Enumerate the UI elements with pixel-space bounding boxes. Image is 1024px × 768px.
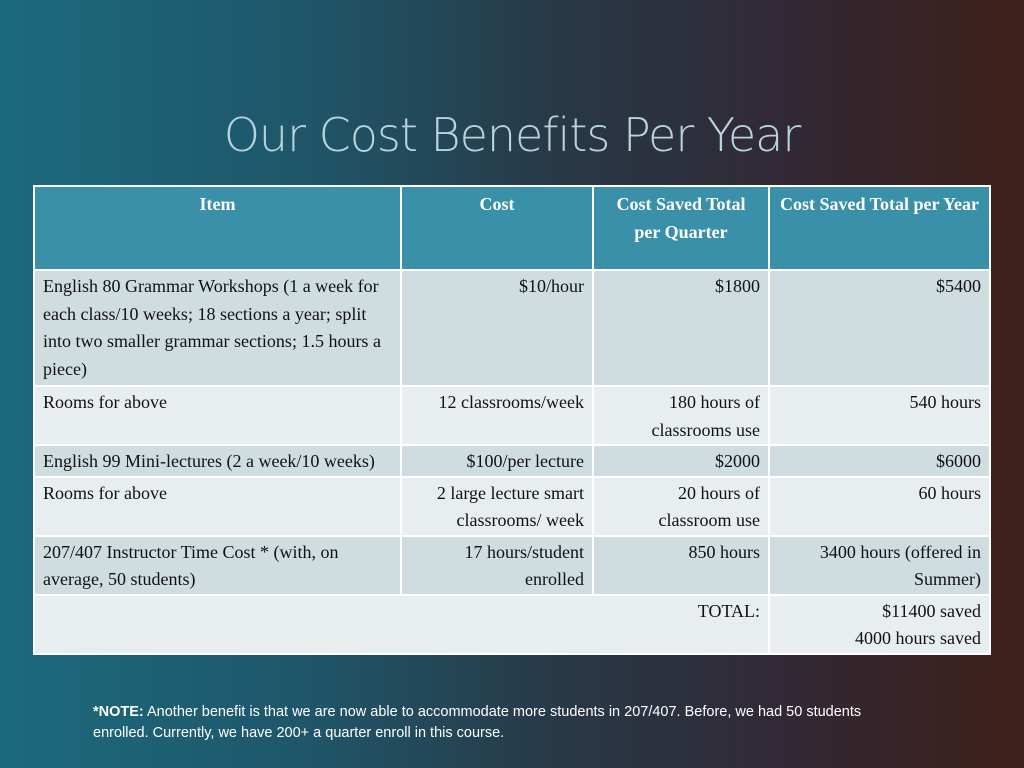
cell-year: $5400	[768, 269, 991, 387]
cell-quarter: $2000	[592, 444, 770, 478]
table-row: 207/407 Instructor Time Cost * (with, on…	[33, 534, 991, 596]
cell-item: 207/407 Instructor Time Cost * (with, on…	[33, 534, 402, 596]
header-item: Item	[33, 185, 402, 271]
table-total-row: TOTAL: $11400 saved 4000 hours saved	[33, 593, 991, 655]
table-row: Rooms for above 2 large lecture smart cl…	[33, 475, 991, 537]
cost-benefits-table: Item Cost Cost Saved Total per Quarter C…	[33, 185, 991, 655]
table-header-row: Item Cost Cost Saved Total per Quarter C…	[33, 185, 991, 271]
total-values: $11400 saved 4000 hours saved	[768, 593, 991, 655]
cell-item: Rooms for above	[33, 385, 402, 446]
cell-quarter: $1800	[592, 269, 770, 387]
cell-quarter: 180 hours of classrooms use	[592, 385, 770, 446]
cell-year: 540 hours	[768, 385, 991, 446]
total-money-saved: $11400 saved	[882, 600, 981, 621]
total-hours-saved: 4000 hours saved	[855, 628, 981, 648]
table-row: Rooms for above 12 classrooms/week 180 h…	[33, 385, 991, 446]
footnote: *NOTE: Another benefit is that we are no…	[93, 702, 893, 744]
cell-item: English 99 Mini-lectures (2 a week/10 we…	[33, 444, 402, 478]
cell-cost: 12 classrooms/week	[400, 385, 594, 446]
cell-quarter: 850 hours	[592, 534, 770, 596]
header-cost-saved-year: Cost Saved Total per Year	[768, 185, 991, 271]
footnote-text: Another benefit is that we are now able …	[93, 704, 862, 741]
cell-quarter: 20 hours of classroom use	[592, 475, 770, 537]
cell-cost: $100/per lecture	[400, 444, 594, 478]
header-cost-saved-quarter: Cost Saved Total per Quarter	[592, 185, 770, 271]
total-label: TOTAL:	[33, 593, 770, 655]
cell-year: $6000	[768, 444, 991, 478]
slide-title: Our Cost Benefits Per Year	[223, 108, 802, 162]
cell-item: Rooms for above	[33, 475, 402, 537]
cell-cost: $10/hour	[400, 269, 594, 387]
cell-cost: 17 hours/student enrolled	[400, 534, 594, 596]
table-row: English 80 Grammar Workshops (1 a week f…	[33, 269, 991, 387]
table-row: English 99 Mini-lectures (2 a week/10 we…	[33, 444, 991, 478]
footnote-label: *NOTE:	[93, 704, 144, 720]
cell-year: 3400 hours (offered in Summer)	[768, 534, 991, 596]
cell-cost: 2 large lecture smart classrooms/ week	[400, 475, 594, 537]
cell-item: English 80 Grammar Workshops (1 a week f…	[33, 269, 402, 387]
header-cost: Cost	[400, 185, 594, 271]
cell-year: 60 hours	[768, 475, 991, 537]
